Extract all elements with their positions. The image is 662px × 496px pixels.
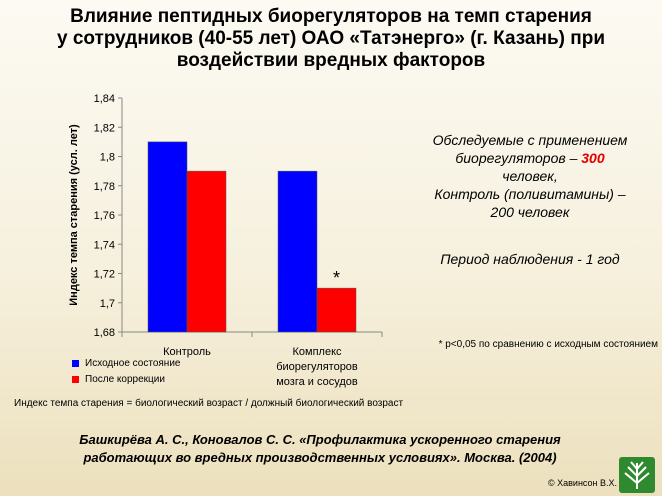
chart-legend: Исходное состояние После коррекции — [72, 355, 180, 387]
study-note: Обследуемые с применением биорегуляторов… — [408, 131, 652, 221]
study-note-line: Контроль (поливитамины) – — [434, 186, 626, 202]
y-tick-label: 1,72 — [94, 269, 115, 281]
participants-count: 300 — [581, 150, 605, 166]
y-axis-title: Индекс темпа старения (усл. лет) — [68, 124, 80, 306]
study-note-line: человек, — [502, 168, 558, 184]
y-tick-label: 1,7 — [100, 298, 115, 310]
reference-line: Башкирёва А. С., Коновалов С. С. «Профил… — [79, 432, 561, 447]
slide-title: Влияние пептидных биорегуляторов на темп… — [10, 6, 652, 72]
legend-item-baseline: Исходное состояние — [72, 355, 180, 371]
title-line: Влияние пептидных биорегуляторов на темп… — [70, 6, 592, 27]
y-tick-label: 1,68 — [94, 327, 115, 339]
bar-after-0 — [186, 170, 227, 333]
bar-baseline-0 — [147, 141, 188, 333]
x-category-label: биорегуляторов — [276, 361, 358, 373]
legend-item-after: После коррекции — [72, 371, 180, 387]
y-tick-label: 1,76 — [94, 210, 115, 222]
legend-swatch-red — [72, 375, 79, 383]
bar-after-1 — [316, 287, 357, 333]
source-reference: Башкирёва А. С., Коновалов С. С. «Профил… — [20, 431, 620, 467]
legend-label: Исходное состояние — [85, 357, 181, 369]
significance-footnote: * p<0,05 по сравнению с исходным состоян… — [438, 339, 658, 350]
study-note-line: биорегуляторов – 300 — [408, 149, 652, 167]
index-formula: Индекс темпа старения = биологический во… — [14, 398, 404, 409]
copyright: © Хавинсон В.Х. — [548, 478, 618, 488]
y-tick-label: 1,78 — [94, 181, 115, 193]
legend-label: После коррекции — [85, 373, 165, 385]
study-note-line: 200 человек — [490, 204, 570, 220]
x-category-label: Контроль — [163, 346, 211, 358]
significance-star: * — [333, 268, 340, 288]
y-tick-label: 1,74 — [94, 239, 115, 251]
x-category-label: мозга и сосудов — [276, 376, 358, 388]
title-line: воздействии вредных факторов — [176, 50, 486, 71]
leaf-logo-icon — [619, 457, 655, 493]
observation-period: Период наблюдения - 1 год — [440, 251, 620, 267]
reference-line: работающих во вредных производственных у… — [83, 450, 557, 465]
y-tick-label: 1,82 — [94, 122, 115, 134]
y-tick-label: 1,8 — [100, 152, 115, 164]
y-tick-label: 1,84 — [94, 93, 115, 105]
study-note-text: биорегуляторов – — [455, 150, 582, 166]
legend-swatch-blue — [72, 359, 79, 367]
x-category-label: Комплекс — [292, 346, 342, 358]
title-line: у сотрудников (40-55 лет) ОАО «Татэнерго… — [56, 28, 606, 49]
study-note-line: Обследуемые с применением — [432, 132, 628, 148]
bar-baseline-1 — [277, 170, 318, 333]
